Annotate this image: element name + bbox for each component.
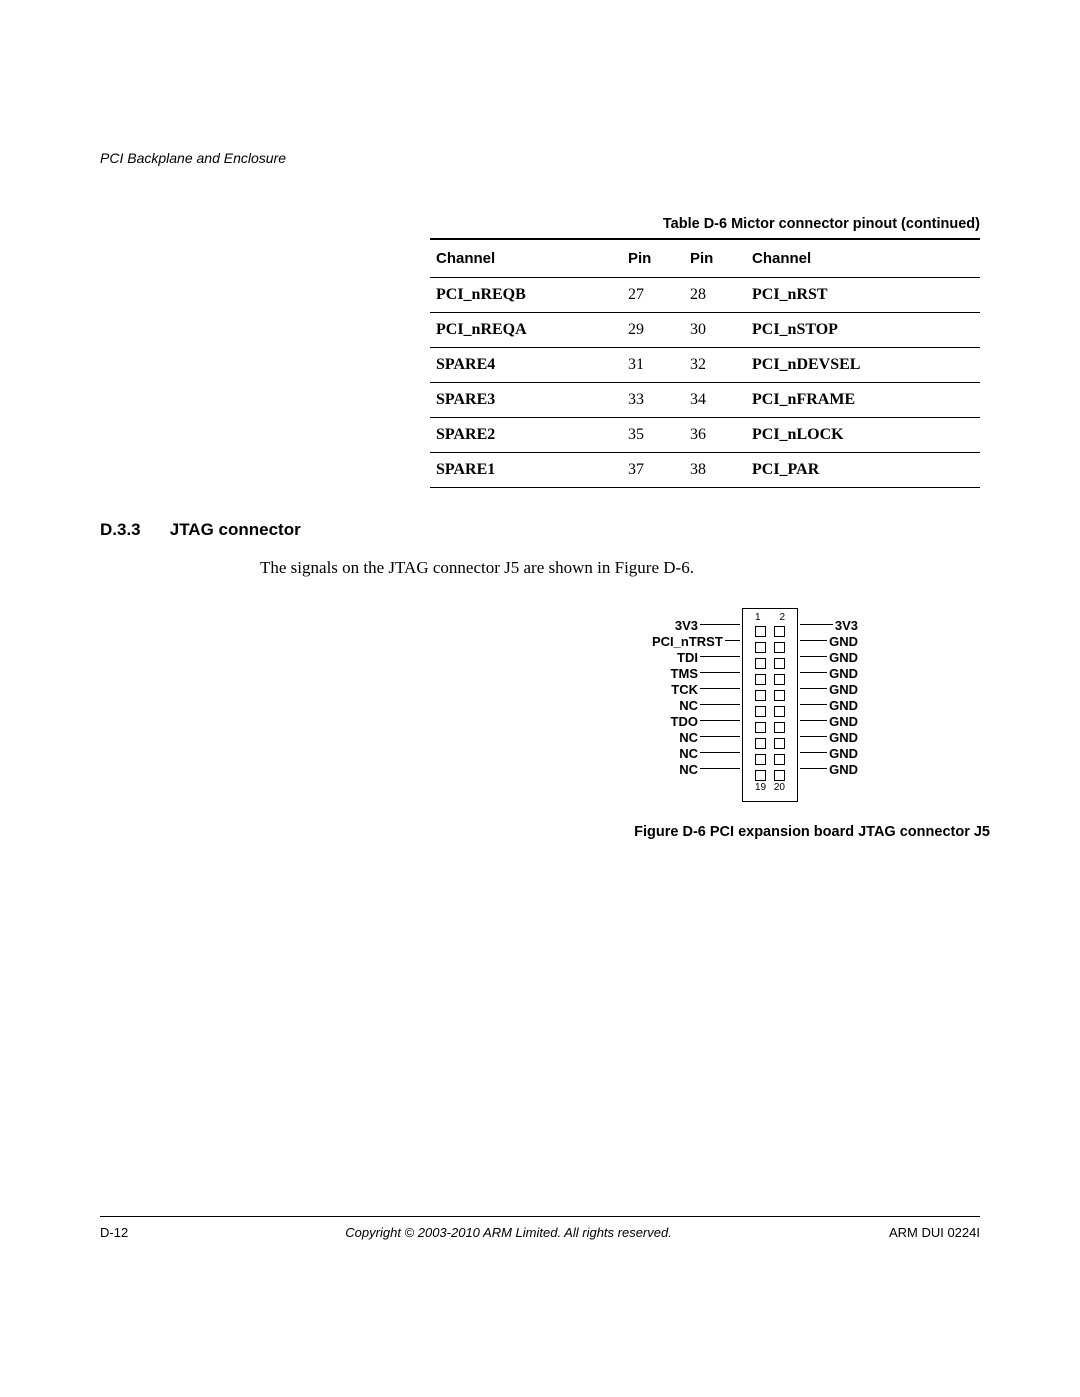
cell-pin: 37 [622,453,684,488]
pin-icon [774,674,785,685]
doc-id: ARM DUI 0224I [889,1225,980,1240]
pin-num: 2 [779,613,785,623]
right-label: GND [829,682,858,698]
pin-icon [774,626,785,637]
left-label: TMS [671,666,698,682]
right-label: GND [829,698,858,714]
cell-channel: PCI_nDEVSEL [746,348,980,383]
cell-pin: 30 [684,313,746,348]
section-title: JTAG connector [170,520,301,539]
table-row: PCI_nREQB 27 28 PCI_nRST [430,278,980,313]
left-label: TDO [671,714,698,730]
page: PCI Backplane and Enclosure Table D-6 Mi… [100,150,980,1250]
left-label: NC [679,730,698,746]
cell-pin: 38 [684,453,746,488]
pin-icon [755,674,766,685]
right-label: GND [829,650,858,666]
right-label: GND [829,746,858,762]
cell-channel: SPARE3 [430,383,622,418]
pin-icon [755,706,766,717]
pin-icon [755,642,766,653]
cell-pin: 35 [622,418,684,453]
left-label: NC [679,698,698,714]
cell-channel: SPARE4 [430,348,622,383]
cell-pin: 28 [684,278,746,313]
table-header-row: Channel Pin Pin Channel [430,240,980,278]
pin-icon [755,722,766,733]
cell-channel: PCI_PAR [746,453,980,488]
pinout-table-wrap: Table D-6 Mictor connector pinout (conti… [430,216,980,488]
right-label: 3V3 [835,618,858,634]
page-number: D-12 [100,1225,128,1240]
col-pin1: Pin [622,240,684,278]
right-label: GND [829,762,858,778]
figure-caption: Figure D-6 PCI expansion board JTAG conn… [520,824,990,840]
pin-icon [755,690,766,701]
pin-icon [774,706,785,717]
table-title: Table D-6 Mictor connector pinout (conti… [430,216,980,240]
pin-icon [755,738,766,749]
pin-icon [774,770,785,781]
cell-pin: 36 [684,418,746,453]
pin-icon [755,626,766,637]
table-row: SPARE2 35 36 PCI_nLOCK [430,418,980,453]
cell-pin: 29 [622,313,684,348]
table-row: PCI_nREQA 29 30 PCI_nSTOP [430,313,980,348]
left-label: TCK [671,682,698,698]
right-label: GND [829,666,858,682]
cell-pin: 33 [622,383,684,418]
cell-channel: PCI_nSTOP [746,313,980,348]
left-label: TDI [677,650,698,666]
cell-pin: 31 [622,348,684,383]
cell-channel: PCI_nREQB [430,278,622,313]
pin-icon [774,642,785,653]
pin-icon [774,738,785,749]
pin-num: 1 [755,613,761,623]
table-row: SPARE1 37 38 PCI_PAR [430,453,980,488]
section-heading: D.3.3 JTAG connector [100,520,980,540]
cell-pin: 34 [684,383,746,418]
pin-icon [774,690,785,701]
page-footer: D-12 Copyright © 2003-2010 ARM Limited. … [100,1216,980,1240]
left-label: 3V3 [675,618,698,634]
pin-icon [774,722,785,733]
pin-num: 19 [755,783,766,793]
col-channel1: Channel [430,240,622,278]
col-pin2: Pin [684,240,746,278]
right-label: GND [829,634,858,650]
right-label: GND [829,730,858,746]
section-number: D.3.3 [100,520,165,540]
left-label: PCI_nTRST [652,634,723,650]
cell-channel: PCI_nREQA [430,313,622,348]
jtag-figure: 3V3 PCI_nTRST TDI TMS TCK NC TDO NC NC N… [520,608,990,840]
cell-channel: PCI_nLOCK [746,418,980,453]
running-header: PCI Backplane and Enclosure [100,150,980,166]
table-row: SPARE3 33 34 PCI_nFRAME [430,383,980,418]
pin-icon [755,754,766,765]
cell-channel: PCI_nRST [746,278,980,313]
left-label: NC [679,762,698,778]
pinout-table: Channel Pin Pin Channel PCI_nREQB 27 28 … [430,240,980,488]
pin-icon [755,770,766,781]
cell-pin: 27 [622,278,684,313]
cell-channel: SPARE2 [430,418,622,453]
jtag-connector-icon: 1 2 19 20 [742,608,798,802]
pin-num: 20 [774,783,785,793]
pin-icon [774,658,785,669]
jtag-right-labels: 3V3 GND GND GND GND GND GND GND GND GND [798,608,858,778]
cell-channel: SPARE1 [430,453,622,488]
left-label: NC [679,746,698,762]
table-row: SPARE4 31 32 PCI_nDEVSEL [430,348,980,383]
right-label: GND [829,714,858,730]
pin-icon [774,754,785,765]
jtag-left-labels: 3V3 PCI_nTRST TDI TMS TCK NC TDO NC NC N… [652,608,742,778]
copyright: Copyright © 2003-2010 ARM Limited. All r… [128,1225,889,1240]
col-channel2: Channel [746,240,980,278]
cell-channel: PCI_nFRAME [746,383,980,418]
pin-icon [755,658,766,669]
cell-pin: 32 [684,348,746,383]
section-body: The signals on the JTAG connector J5 are… [260,558,980,578]
